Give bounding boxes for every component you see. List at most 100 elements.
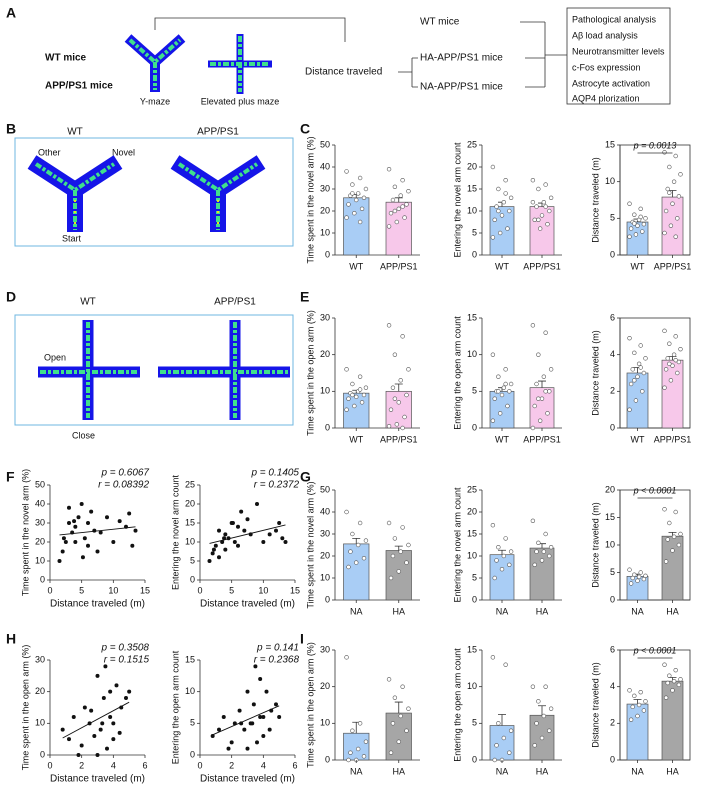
data-point — [398, 193, 403, 198]
subgroup-label: WT mice — [420, 17, 460, 28]
data-point — [363, 385, 369, 390]
data-point — [344, 215, 349, 220]
y-tick-label: 30 — [320, 183, 330, 193]
data-point — [543, 330, 548, 335]
y-heatmap — [27, 155, 266, 232]
data-point — [632, 212, 637, 217]
data-point — [73, 524, 78, 529]
data-point — [678, 346, 683, 352]
data-point — [638, 570, 643, 575]
error-bar — [394, 383, 403, 392]
data-point — [530, 200, 536, 205]
data-point — [274, 702, 278, 707]
data-point — [72, 519, 77, 524]
y-tick-label: 0 — [40, 749, 45, 759]
y-axis-label: Time spent in the novel arm (%) — [305, 481, 315, 608]
data-point — [352, 211, 357, 216]
data-point — [547, 208, 552, 214]
data-point — [503, 191, 508, 196]
data-point — [635, 578, 640, 583]
data-point — [357, 374, 363, 379]
data-point — [352, 403, 357, 409]
y-tick-label: 10 — [467, 550, 477, 560]
x-tick-label: 10 — [108, 585, 118, 595]
subgroup-label: HA-APP/PS1 mice — [420, 53, 503, 64]
error-bar — [538, 380, 546, 388]
data-point — [223, 532, 228, 537]
data-point — [628, 581, 634, 586]
data-point — [635, 223, 640, 228]
data-point — [537, 418, 543, 423]
data-point — [63, 540, 68, 544]
y-tick-label: 20 — [467, 506, 477, 516]
data-point — [505, 226, 510, 231]
y-tick-label: 0 — [190, 749, 195, 759]
data-point — [71, 715, 76, 719]
y-tick-label: 0 — [472, 754, 477, 764]
error-bar — [538, 705, 546, 716]
heatmap-frame — [14, 314, 294, 426]
data-point — [627, 688, 632, 693]
x-axis-label: Distance traveled (m) — [50, 774, 145, 785]
arm-label: Open — [44, 352, 66, 362]
data-point — [388, 407, 394, 412]
y-tick-label: 10 — [467, 349, 477, 359]
data-point — [671, 179, 677, 184]
y-tick-label: 20 — [320, 349, 330, 359]
data-point — [503, 178, 508, 183]
data-point — [76, 515, 81, 520]
error-bar — [394, 545, 403, 551]
y-tick-label: 20 — [467, 161, 477, 171]
data-point — [536, 217, 541, 223]
test-label: Y-maze — [140, 96, 170, 106]
y-tick-label: 2 — [610, 386, 615, 396]
data-point — [213, 543, 218, 548]
data-point — [671, 678, 677, 684]
data-point — [346, 202, 351, 207]
data-point — [388, 211, 394, 216]
plus-heatmap — [38, 320, 290, 420]
data-point — [61, 536, 66, 541]
data-point — [363, 538, 369, 543]
data-point — [229, 740, 234, 745]
data-point — [127, 689, 132, 694]
y-tick-label: 0 — [325, 754, 330, 764]
data-point — [127, 511, 132, 516]
data-point — [532, 562, 537, 567]
data-point — [258, 677, 263, 681]
x-tick-label: WT — [495, 434, 509, 444]
data-point — [392, 695, 398, 700]
data-point — [545, 222, 550, 227]
data-point — [390, 385, 396, 390]
y-tick-label: 20 — [605, 484, 615, 494]
panel-a-diagram: WT mice APP/PS1 mice Y-maze Elevated plu… — [45, 7, 671, 106]
data-point — [492, 575, 497, 581]
data-point — [280, 536, 285, 541]
data-point — [638, 343, 643, 348]
analysis: AQP4 plorization — [572, 93, 640, 103]
x-axis-label: Distance traveled (m) — [200, 599, 295, 610]
bar — [343, 543, 370, 601]
data-point — [95, 549, 100, 554]
data-point — [536, 352, 541, 357]
error-bar — [633, 699, 642, 705]
x-tick-label: 15 — [140, 585, 150, 595]
data-point — [496, 544, 501, 550]
data-point — [675, 216, 680, 221]
data-point — [211, 547, 216, 552]
y-tick-label: 25 — [467, 484, 477, 494]
connector — [398, 57, 418, 88]
data-point — [386, 520, 392, 526]
data-point — [507, 208, 512, 214]
data-point — [210, 551, 215, 556]
data-point — [404, 560, 409, 565]
data-point — [103, 664, 108, 669]
data-point — [547, 389, 552, 394]
y-tick-label: 5 — [472, 718, 477, 728]
data-point — [630, 367, 635, 372]
data-point — [643, 699, 648, 704]
y-tick-label: 20 — [35, 686, 45, 696]
y-axis-label: Distance traveled (m) — [590, 157, 600, 243]
data-point — [670, 688, 675, 693]
data-point — [496, 186, 501, 192]
